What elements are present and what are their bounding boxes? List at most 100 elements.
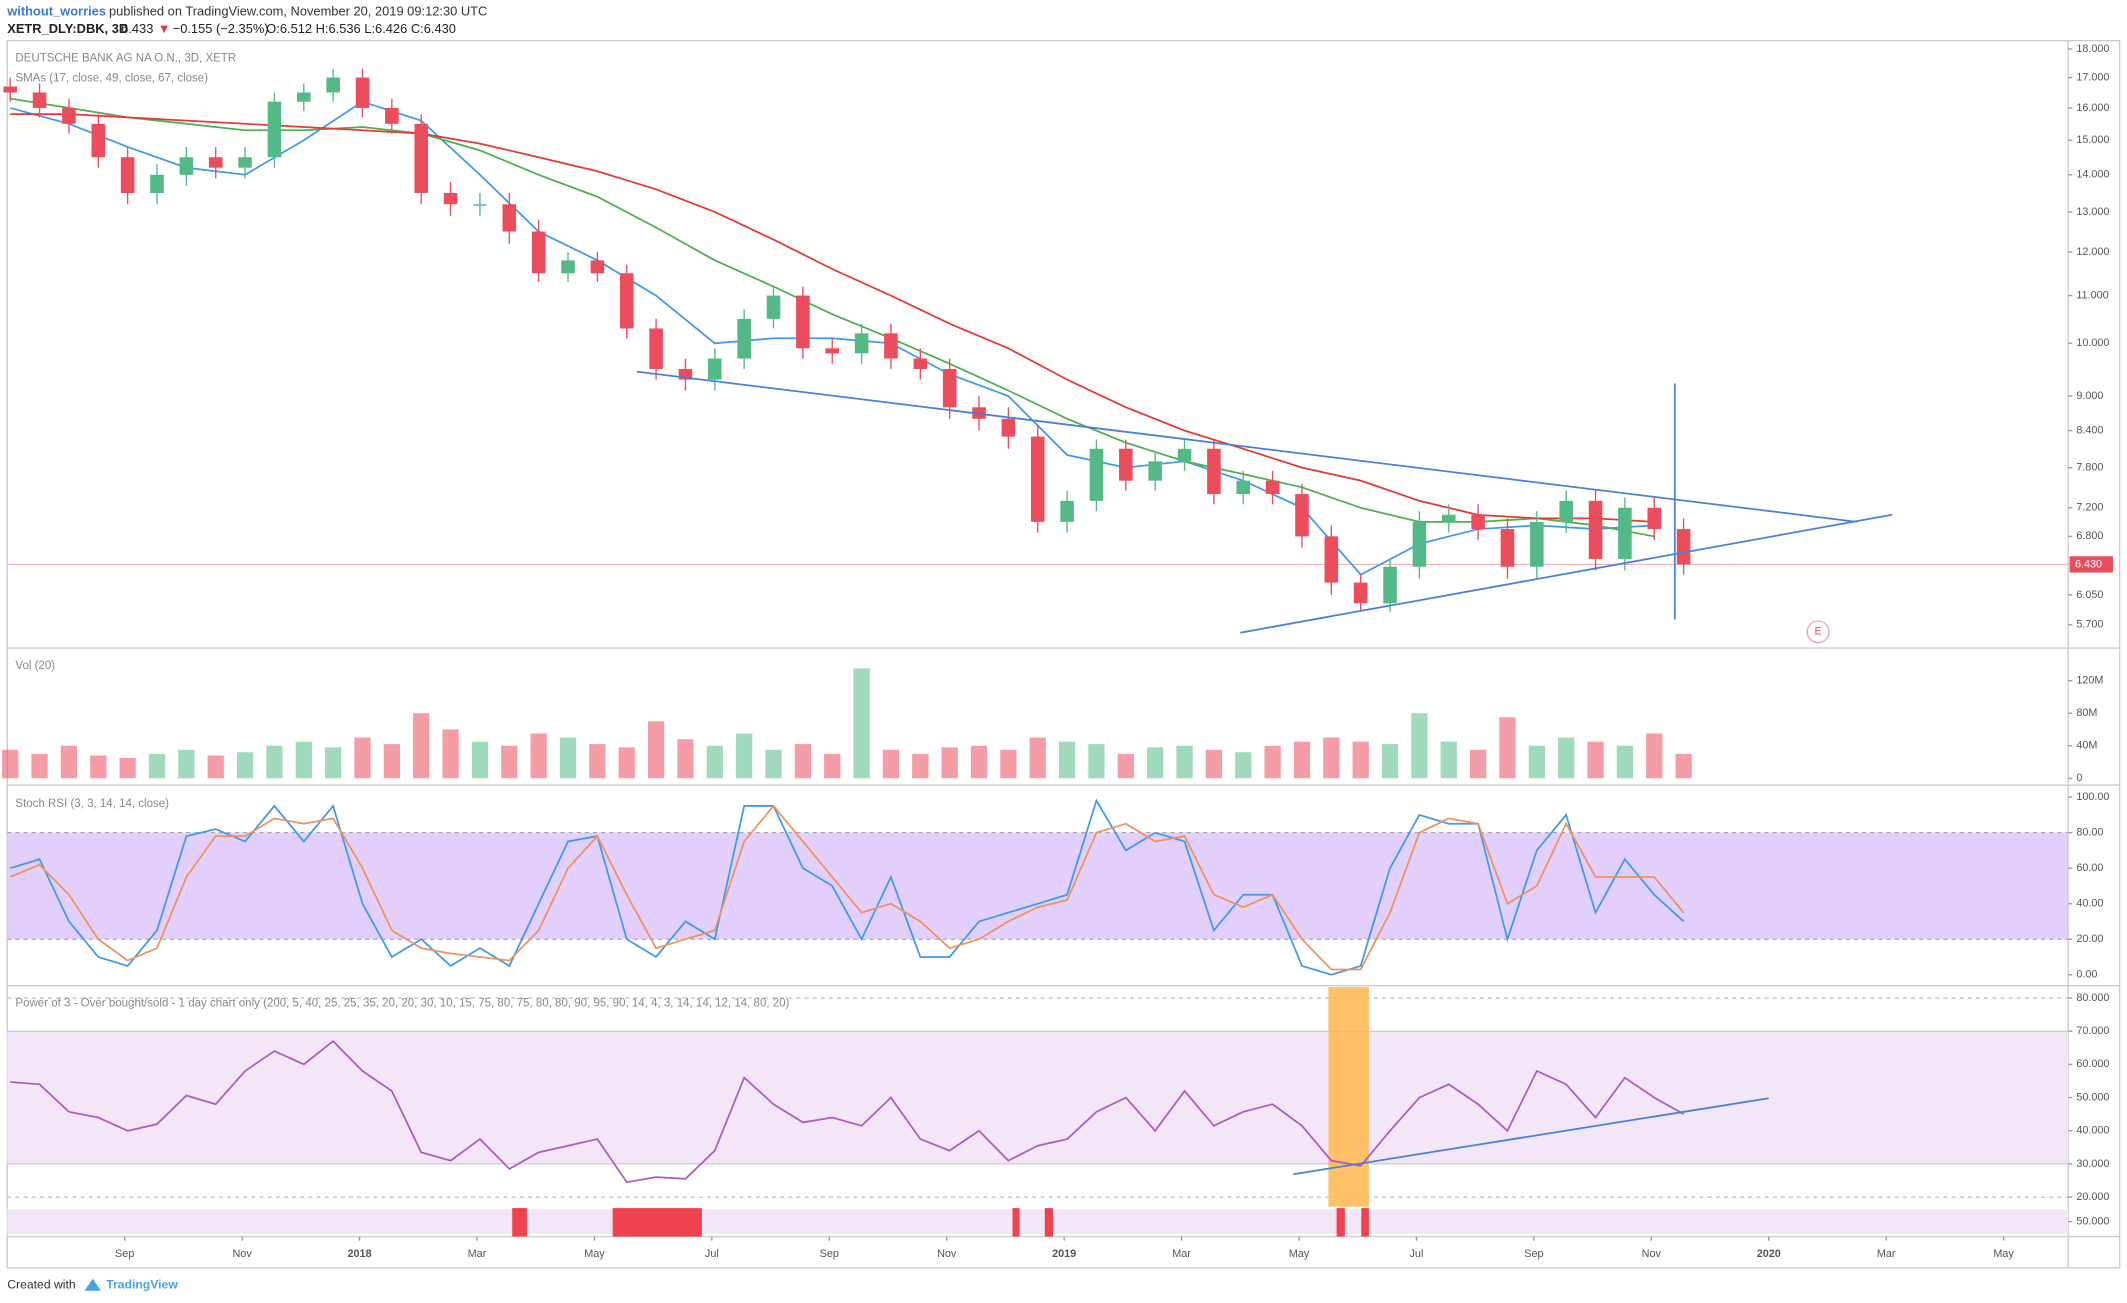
y-tick-label: 7.200 [2076, 502, 2103, 514]
candle-body [561, 260, 575, 274]
x-tick-label: Mar [1172, 1248, 1191, 1260]
y-tick-label: 6.050 [2076, 589, 2103, 601]
candle-body [796, 295, 810, 349]
volume-bar [706, 745, 723, 779]
volume-bar [119, 757, 136, 779]
volume-bar [236, 752, 254, 779]
candle-body [150, 174, 164, 194]
y-tick-label: 40M [2076, 740, 2097, 752]
candle-body [1618, 507, 1632, 559]
brand[interactable]: TradingView [106, 1278, 178, 1292]
candle-body [825, 348, 840, 354]
volume-bar [1558, 737, 1575, 779]
volume-bar [442, 729, 459, 779]
y-tick-label: 17.000 [2076, 71, 2109, 83]
volume-bar [148, 753, 166, 779]
signal-zone [1336, 1208, 1345, 1237]
candle-body [766, 295, 781, 319]
candle-body [120, 157, 135, 194]
candle-body [62, 107, 76, 124]
signal-zone [612, 1208, 702, 1237]
volume-bar [677, 739, 694, 779]
volume-bar [2, 749, 19, 779]
volume-bar [1381, 744, 1399, 779]
volume-bar [178, 749, 195, 779]
ohlc: O:6.512 H:6.536 L:6.426 C:6.430 [266, 21, 456, 36]
candle-body [1265, 480, 1280, 495]
candle-body [678, 368, 693, 380]
x-tick-label: Jul [1410, 1248, 1424, 1260]
band [7, 832, 2069, 940]
volume-bar [1235, 752, 1252, 779]
volume-bar [736, 733, 753, 779]
y-tick-label: 11.000 [2076, 289, 2108, 301]
y-tick-label: 40.00 [2076, 898, 2103, 910]
candle-body [208, 157, 223, 168]
candle-body [1647, 507, 1662, 530]
candle-body [3, 86, 17, 93]
earnings-label: E [1814, 626, 1821, 638]
y-tick-label: 5.700 [2076, 619, 2103, 631]
indicator-line [9, 804, 1685, 971]
stoch-title: Stoch RSI (3, 3, 14, 14, close) [15, 798, 169, 810]
candle-body [179, 157, 194, 175]
sma-line [10, 113, 1655, 523]
trendline [1293, 1097, 1769, 1176]
candle-body [1001, 418, 1016, 437]
signal-zone [1361, 1208, 1369, 1237]
y-tick-label: 8.400 [2076, 424, 2103, 436]
x-tick-label: 2020 [1757, 1248, 1781, 1260]
candle-body [1207, 448, 1221, 495]
band [7, 1031, 2069, 1164]
change: −0.155 (−2.35%) [173, 21, 269, 36]
last-price: 6.433 [121, 21, 153, 36]
border [6, 39, 2121, 1269]
y-tick-label: 18.000 [2076, 43, 2109, 55]
candle-body [385, 107, 399, 124]
earnings-marker [1806, 620, 1830, 644]
volume-title: Vol (20) [15, 660, 55, 672]
x-tick-label: Nov [1642, 1248, 1662, 1260]
volume-bar [824, 753, 841, 779]
x-tick-label: Nov [937, 1248, 957, 1260]
volume-bar [765, 749, 782, 779]
y-tick-label: 7.800 [2076, 462, 2103, 474]
x-tick-label: May [584, 1248, 605, 1260]
candle-body [942, 368, 957, 408]
volume-bar [207, 755, 224, 779]
volume-bar [912, 753, 929, 779]
y-tick-label: 120M [2076, 675, 2103, 687]
volume-bar [1323, 737, 1340, 779]
volume-bar [295, 741, 312, 779]
y-tick-label: 13.000 [2076, 206, 2109, 218]
candle-body [326, 77, 340, 93]
volume-bar [325, 747, 342, 779]
created-with: Created with [7, 1278, 75, 1292]
candle-body [267, 101, 282, 158]
candle-body [1119, 448, 1133, 481]
y-tick-label: 60.000 [2076, 1058, 2109, 1070]
candle-body [297, 92, 311, 102]
y-tick-label: 80.000 [2076, 992, 2109, 1004]
volume-bar [1029, 737, 1046, 779]
candle-body [590, 260, 605, 274]
volume-bar [1264, 745, 1281, 779]
candle-body [1530, 521, 1544, 567]
candle-body [355, 77, 370, 108]
volume-bar [1352, 741, 1369, 779]
y-tick-label: 50.000 [2076, 1091, 2109, 1103]
author[interactable]: without_worries [6, 4, 106, 19]
power-title: Power of 3 - Over bought/sold - 1 day ch… [15, 997, 789, 1009]
volume-bar [941, 747, 958, 779]
volume-bar [1469, 749, 1487, 779]
x-tick-label: Mar [1877, 1248, 1896, 1260]
volume-bar [501, 745, 518, 779]
volume-bar [471, 741, 489, 779]
candle-body [443, 193, 458, 205]
volume-bar [1058, 741, 1076, 779]
candle-body [414, 123, 428, 194]
volume-bar [266, 745, 283, 779]
chart-title: DEUTSCHE BANK AG NA O.N., 3D, XETR [15, 52, 236, 64]
candle-body [1324, 536, 1339, 583]
